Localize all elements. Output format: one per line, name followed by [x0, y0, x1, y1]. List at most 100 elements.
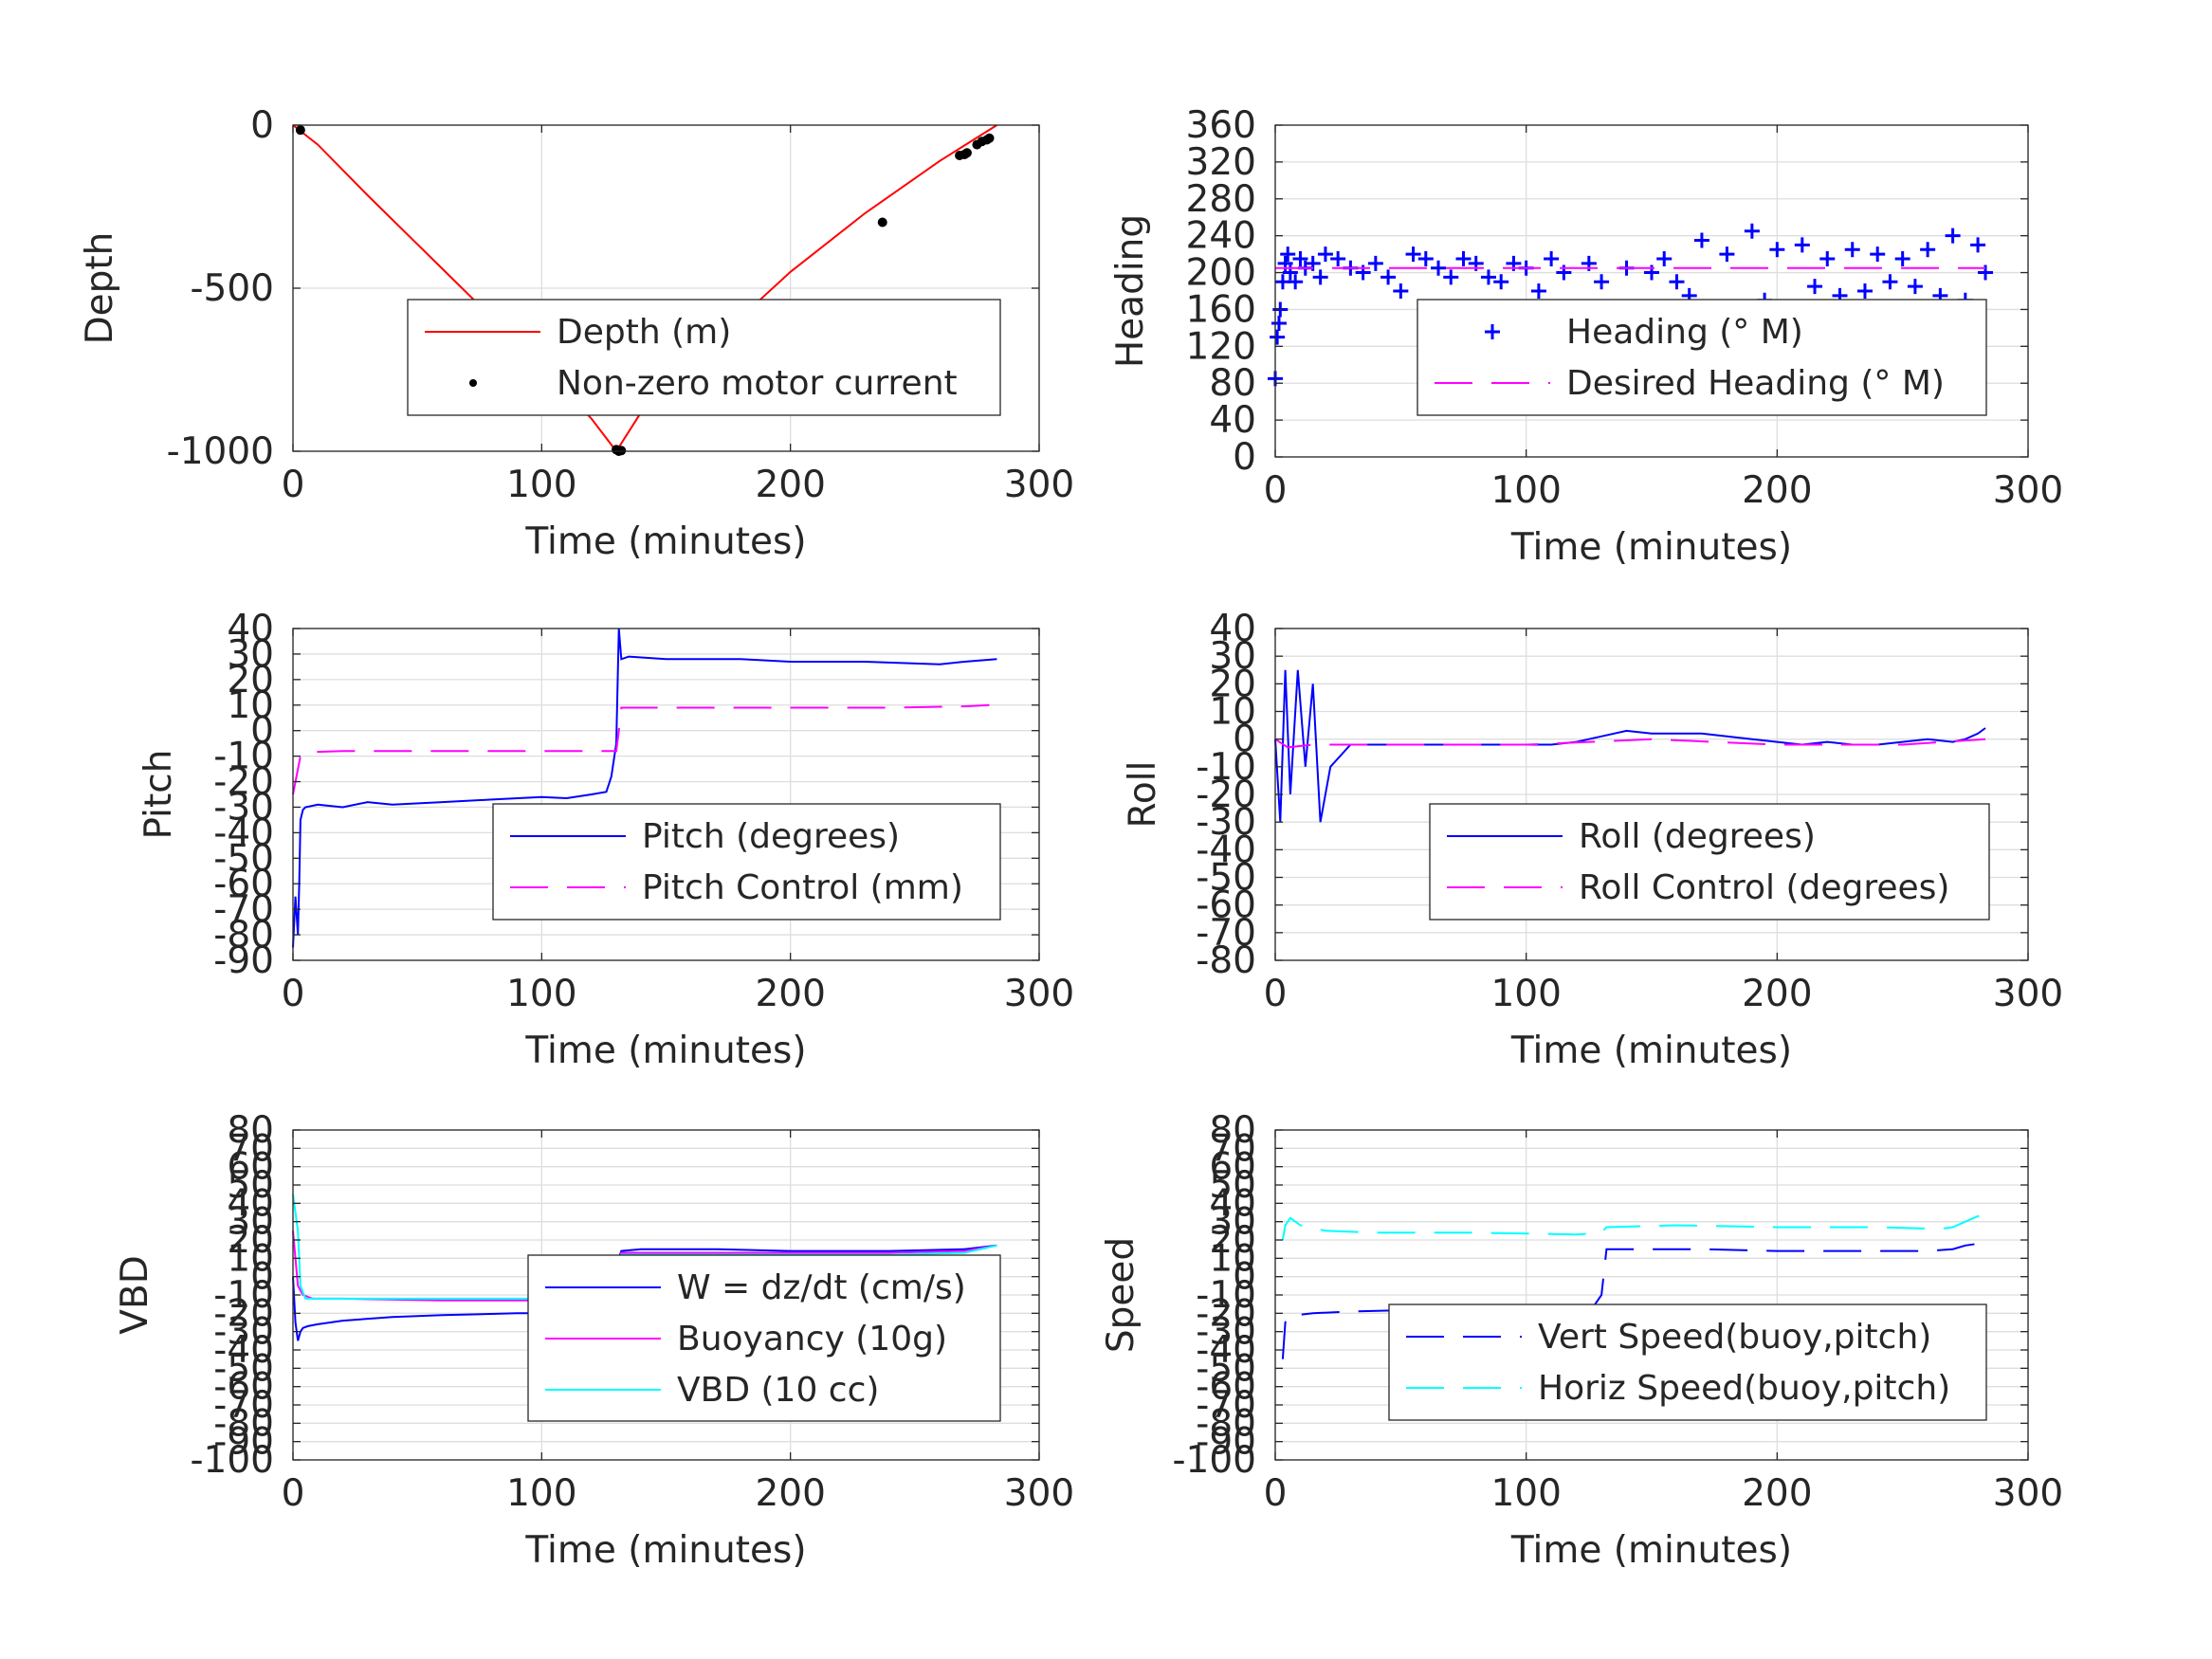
y-tick-label: 280 [1186, 178, 1256, 221]
y-tick-label: -30 [1196, 801, 1256, 844]
y-axis-label: Depth [79, 232, 121, 345]
data-point [1405, 246, 1421, 263]
y-tick-label: -10 [1196, 746, 1256, 789]
legend-label: Depth (m) [557, 313, 731, 352]
y-tick-label: 0 [250, 1256, 274, 1299]
panel-depth: 0 100 200 300 0 -500 -1000 Time (minutes) Depth D… [79, 104, 1074, 563]
series-horiz-speed-buoy-pitch [1281, 1214, 1985, 1241]
y-tick-label: -80 [1196, 939, 1256, 982]
legend: Vert Speed(buoy,pitch) Horiz Speed(buoy,p… [1388, 1304, 1987, 1421]
series-vert-speed-buoy-pitch [1281, 1242, 1985, 1359]
data-point [1844, 242, 1860, 258]
axes-frame [1274, 124, 2029, 458]
y-tick-label: 20 [1209, 663, 1256, 705]
data-point [1819, 250, 1836, 266]
x-tick-label: 0 [282, 973, 305, 1015]
legend: Depth (m) Non-zero motor current [407, 299, 1001, 416]
data-point [1856, 283, 1873, 299]
legend-label: Buoyancy (10g) [677, 1320, 947, 1358]
legend-label: Vert Speed(buoy,pitch) [1538, 1318, 1931, 1357]
data-point [1769, 242, 1785, 258]
y-tick-label: -50 [1196, 1347, 1256, 1390]
y-axis-label: Speed [1100, 1237, 1143, 1353]
data-point [1330, 250, 1346, 266]
data-point [1894, 250, 1910, 266]
data-point [1594, 274, 1610, 290]
data-point [1807, 279, 1823, 295]
axes-frame [292, 628, 1040, 961]
data-point [1317, 246, 1333, 263]
y-tick-label: 30 [1209, 1201, 1256, 1244]
y-tick-label: 0 [1233, 1256, 1256, 1299]
x-tick-label: 200 [1742, 469, 1812, 512]
legend-label: Pitch (degrees) [642, 817, 900, 856]
y-tick-label: 50 [227, 1164, 274, 1207]
x-axis-label: Time (minutes) [1510, 1030, 1792, 1072]
data-point [1970, 237, 1986, 253]
x-tick-label: 200 [755, 973, 825, 1015]
y-tick-label: -30 [213, 1311, 274, 1354]
x-tick-label: 300 [1993, 1472, 2063, 1515]
y-tick-label: -90 [1196, 1421, 1256, 1464]
x-tick-label: 200 [1742, 1472, 1812, 1515]
x-axis-label: Time (minutes) [524, 1030, 806, 1072]
y-tick-label: -70 [1196, 1384, 1256, 1427]
y-tick-label: -60 [213, 1366, 274, 1409]
legend: Roll (degrees) Roll Control (degrees) [1429, 803, 1990, 921]
y-axis-label: VBD [114, 1255, 156, 1334]
x-tick-label: 0 [1264, 973, 1288, 1015]
data-point [877, 217, 887, 228]
y-tick-label: 80 [227, 1109, 274, 1152]
legend: Heading (° M) Desired Heading (° M) [1417, 299, 1987, 416]
y-tick-label: 60 [227, 1146, 274, 1189]
x-tick-label: 200 [755, 1472, 825, 1515]
data-point [1907, 279, 1923, 295]
series-pitch-degrees [292, 628, 997, 948]
y-tick-label: 40 [1209, 1182, 1256, 1225]
y-axis-label: Heading [1109, 214, 1152, 368]
x-axis-label: Time (minutes) [1510, 526, 1792, 569]
legend-label: W = dz/dt (cm/s) [677, 1268, 966, 1307]
data-point [1393, 283, 1409, 299]
data-point [1669, 274, 1685, 290]
legend-label: Horiz Speed(buoy,pitch) [1538, 1369, 1950, 1408]
y-tick-label: -30 [1196, 1311, 1256, 1354]
legend: W = dz/dt (cm/s) Buoyancy (10g) VBD (10 cc… [527, 1254, 1001, 1422]
data-point [1530, 283, 1546, 299]
x-tick-label: 0 [282, 464, 305, 506]
x-axis-label: Time (minutes) [1510, 1529, 1792, 1572]
x-tick-label: 200 [755, 464, 825, 506]
legend-label: Roll Control (degrees) [1579, 868, 1949, 907]
data-point [1945, 228, 1961, 244]
data-point [1455, 250, 1472, 266]
data-point [1656, 250, 1673, 266]
x-tick-label: 100 [506, 973, 576, 1015]
legend-label: Pitch Control (mm) [642, 868, 963, 907]
data-point [1270, 329, 1286, 345]
y-tick-label: -500 [190, 267, 274, 310]
y-tick-label: 80 [1209, 1109, 1256, 1152]
y-tick-label: 0 [250, 710, 274, 753]
data-point [1719, 246, 1735, 263]
y-tick-label: 20 [227, 1219, 274, 1262]
y-tick-label: -100 [1172, 1439, 1256, 1482]
legend-marker [1485, 324, 1500, 339]
data-point [961, 148, 972, 158]
legend-box [407, 299, 1001, 416]
x-tick-label: 300 [1004, 973, 1074, 1015]
y-tick-label: 40 [1209, 399, 1256, 442]
legend-label: Desired Heading (° M) [1566, 364, 1945, 403]
y-tick-label: -70 [1196, 912, 1256, 955]
data-point [1978, 264, 1994, 281]
data-point [1870, 246, 1886, 263]
x-tick-label: 100 [1490, 973, 1561, 1015]
y-tick-label: -10 [213, 1274, 274, 1317]
y-tick-label: -10 [213, 736, 274, 778]
y-tick-label: -100 [190, 1439, 274, 1482]
y-tick-label: 120 [1186, 325, 1256, 368]
data-point [1367, 255, 1383, 271]
y-tick-label: 0 [250, 104, 274, 147]
x-tick-label: 0 [1264, 1472, 1288, 1515]
data-point [1271, 316, 1287, 332]
data-point [1288, 274, 1304, 290]
